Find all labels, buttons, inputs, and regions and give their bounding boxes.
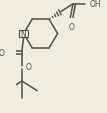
FancyBboxPatch shape xyxy=(19,30,28,38)
Text: OH: OH xyxy=(90,0,102,9)
Text: O: O xyxy=(69,23,75,32)
Text: O: O xyxy=(0,48,5,57)
Text: O: O xyxy=(25,62,31,71)
Text: N: N xyxy=(21,30,27,39)
